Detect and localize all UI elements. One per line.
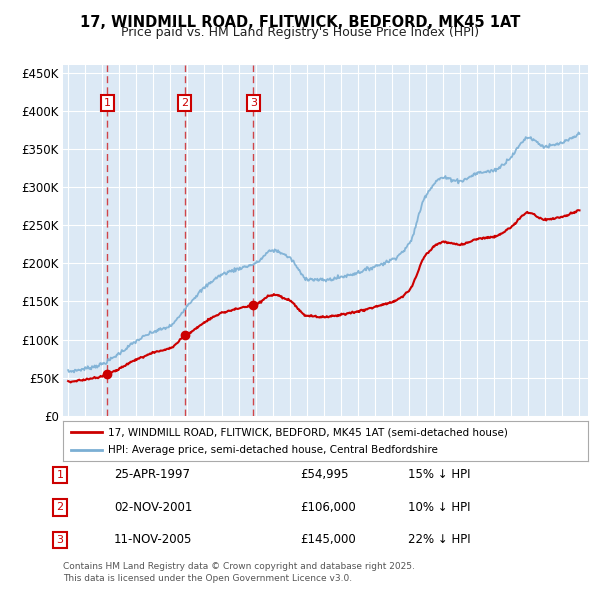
Text: 10% ↓ HPI: 10% ↓ HPI xyxy=(408,501,470,514)
Text: 3: 3 xyxy=(56,535,64,545)
Text: £106,000: £106,000 xyxy=(300,501,356,514)
Text: £54,995: £54,995 xyxy=(300,468,349,481)
Text: 15% ↓ HPI: 15% ↓ HPI xyxy=(408,468,470,481)
Text: 17, WINDMILL ROAD, FLITWICK, BEDFORD, MK45 1AT (semi-detached house): 17, WINDMILL ROAD, FLITWICK, BEDFORD, MK… xyxy=(107,428,508,438)
Text: £145,000: £145,000 xyxy=(300,533,356,546)
Text: 22% ↓ HPI: 22% ↓ HPI xyxy=(408,533,470,546)
Text: 11-NOV-2005: 11-NOV-2005 xyxy=(114,533,193,546)
Text: 25-APR-1997: 25-APR-1997 xyxy=(114,468,190,481)
Text: 2: 2 xyxy=(56,503,64,512)
Text: Price paid vs. HM Land Registry's House Price Index (HPI): Price paid vs. HM Land Registry's House … xyxy=(121,26,479,39)
Text: 3: 3 xyxy=(250,98,257,108)
Text: 17, WINDMILL ROAD, FLITWICK, BEDFORD, MK45 1AT: 17, WINDMILL ROAD, FLITWICK, BEDFORD, MK… xyxy=(80,15,520,30)
Text: 02-NOV-2001: 02-NOV-2001 xyxy=(114,501,193,514)
Text: HPI: Average price, semi-detached house, Central Bedfordshire: HPI: Average price, semi-detached house,… xyxy=(107,445,437,455)
Text: 1: 1 xyxy=(104,98,111,108)
Text: 1: 1 xyxy=(56,470,64,480)
Text: Contains HM Land Registry data © Crown copyright and database right 2025.
This d: Contains HM Land Registry data © Crown c… xyxy=(63,562,415,583)
Text: 2: 2 xyxy=(181,98,188,108)
